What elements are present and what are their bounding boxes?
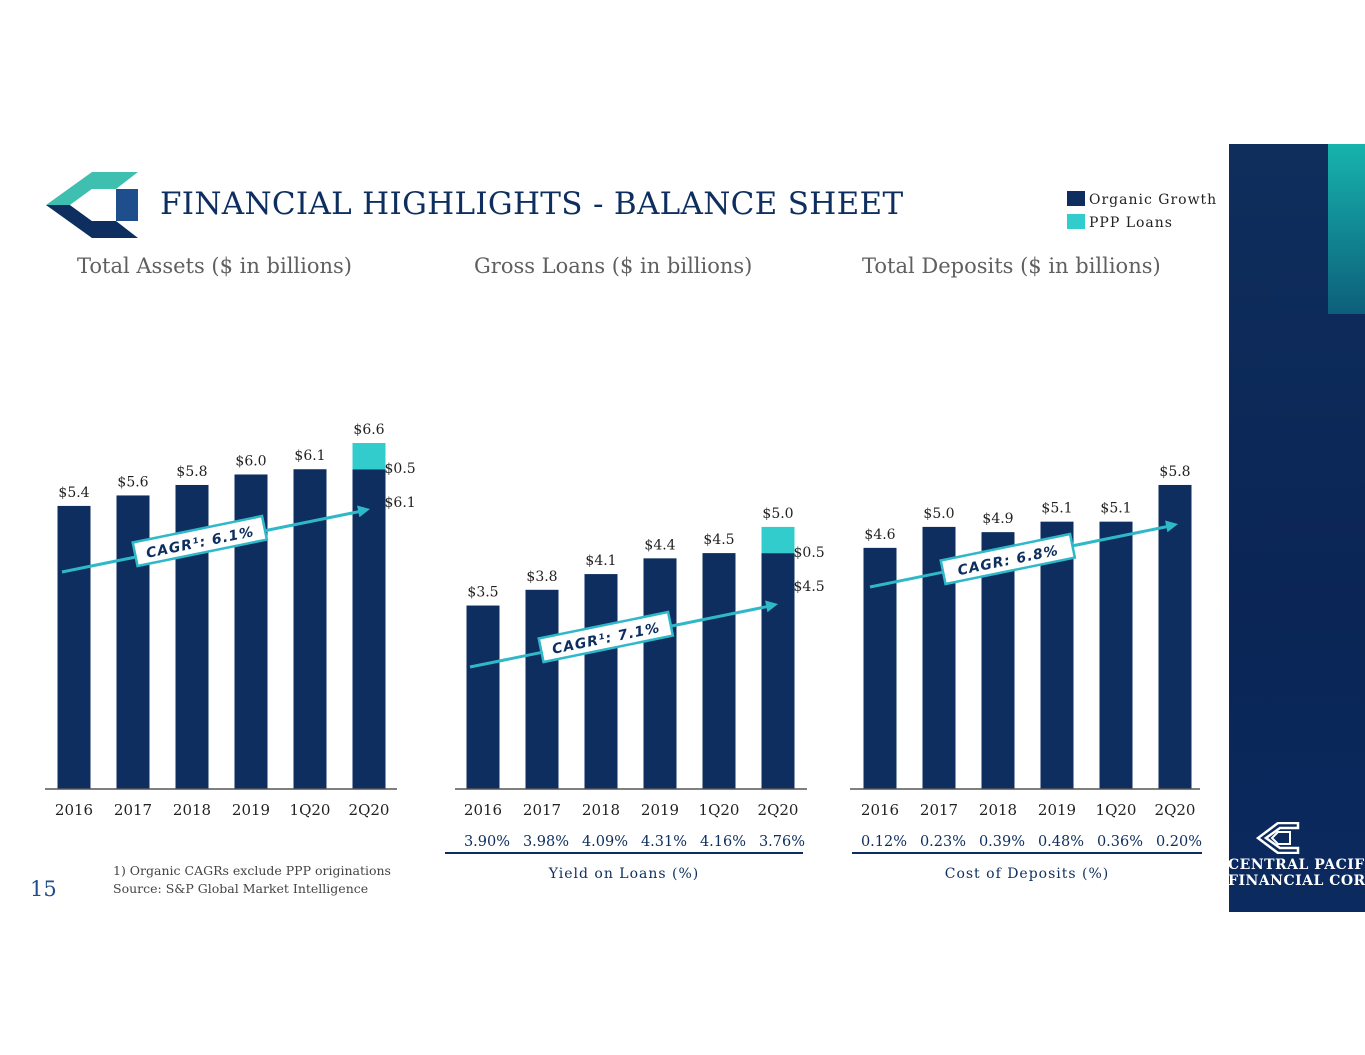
deposits-ratio-value-2Q20: 0.20% xyxy=(1156,834,1202,850)
deposits-bar-organic-2016 xyxy=(863,547,897,789)
loans-value-label-1Q20: $4.5 xyxy=(703,532,734,548)
deposits-ratio-value-2019: 0.48% xyxy=(1038,834,1084,850)
loans-bar-organic-2Q20 xyxy=(761,553,795,789)
deposits-tick-label-2019: 2019 xyxy=(1038,801,1076,819)
assets-tick-label-2018: 2018 xyxy=(173,801,211,819)
loans-bar-organic-2018 xyxy=(584,574,618,789)
deposits-value-label-2017: $5.0 xyxy=(923,506,954,522)
assets-tick-label-2Q20: 2Q20 xyxy=(349,801,390,819)
assets-bar-organic-2016 xyxy=(57,505,91,789)
assets-tick-label-2019: 2019 xyxy=(232,801,270,819)
deposits-tick-label-1Q20: 1Q20 xyxy=(1096,801,1137,819)
company-logo-icon xyxy=(46,172,138,238)
loans-tick-label-2018: 2018 xyxy=(582,801,620,819)
brand-logo-icon xyxy=(1256,822,1300,854)
assets-tick-label-2017: 2017 xyxy=(114,801,152,819)
loans-tick-label-2017: 2017 xyxy=(523,801,561,819)
deposits-value-label-2016: $4.6 xyxy=(864,527,895,543)
loans-bar-organic-2019 xyxy=(643,558,677,789)
legend-swatch-organic xyxy=(1067,191,1085,206)
assets-bar-organic-2Q20 xyxy=(352,469,386,789)
loans-bar-organic-2017 xyxy=(525,589,559,789)
loans-tick-label-1Q20: 1Q20 xyxy=(699,801,740,819)
assets-tick-label-2016: 2016 xyxy=(55,801,93,819)
assets-value-label-1Q20: $6.1 xyxy=(294,448,325,464)
assets-bar-organic-1Q20 xyxy=(293,469,327,789)
assets-segment-label-ppp: $0.5 xyxy=(385,461,416,477)
legend-item-organic: Organic Growth xyxy=(1067,191,1217,208)
assets-segment-label-organic: $6.1 xyxy=(385,495,416,511)
loans-ratio-value-1Q20: 4.16% xyxy=(700,834,746,850)
page-number: 15 xyxy=(30,877,57,901)
brand-name-line1: CENTRAL PACIFIC xyxy=(1228,857,1365,873)
deposits-cagr-badge-box xyxy=(939,532,1077,586)
side-decor-accent xyxy=(1328,144,1365,314)
brand-name-line2: FINANCIAL CORP xyxy=(1228,873,1365,889)
loans-ratio-value-2018: 4.09% xyxy=(582,834,628,850)
assets-cagr-arrow-head-icon xyxy=(357,505,370,518)
loans-value-label-2016: $3.5 xyxy=(467,585,498,601)
loans-ratio-value-2019: 4.31% xyxy=(641,834,687,850)
deposits-ratio-value-2016: 0.12% xyxy=(861,834,907,850)
deposits-value-label-2018: $4.9 xyxy=(982,511,1013,527)
legend-label-ppp: PPP Loans xyxy=(1089,215,1173,231)
deposits-bar-organic-1Q20 xyxy=(1099,521,1133,789)
loans-segment-label-organic: $4.5 xyxy=(794,579,825,595)
loans-segment-label-ppp: $0.5 xyxy=(794,545,825,561)
loans-ratio-value-2016: 3.90% xyxy=(464,834,510,850)
loans-tick-label-2016: 2016 xyxy=(464,801,502,819)
loans-tick-label-2019: 2019 xyxy=(641,801,679,819)
deposits-ratio-value-2018: 0.39% xyxy=(979,834,1025,850)
footnote-cagr: 1) Organic CAGRs exclude PPP origination… xyxy=(113,863,391,878)
deposits-cagr-arrow-head-icon xyxy=(1165,520,1178,533)
loans-ratio-value-2017: 3.98% xyxy=(523,834,569,850)
assets-bar-ppp-2Q20 xyxy=(352,443,386,470)
deposits-value-label-1Q20: $5.1 xyxy=(1100,501,1131,517)
deposits-ratio-value-1Q20: 0.36% xyxy=(1097,834,1143,850)
cost-of-deposits-label: Cost of Deposits (%) xyxy=(944,866,1110,882)
legend-label-organic: Organic Growth xyxy=(1089,192,1218,208)
deposits-tick-label-2016: 2016 xyxy=(861,801,899,819)
loans-bar-organic-1Q20 xyxy=(702,553,736,789)
deposits-tick-label-2Q20: 2Q20 xyxy=(1155,801,1196,819)
loans-value-label-2019: $4.4 xyxy=(644,537,675,553)
assets-value-label-2Q20: $6.6 xyxy=(353,422,384,438)
loans-chart-title: Gross Loans ($ in billions) xyxy=(474,254,753,278)
assets-cagr-badge-box xyxy=(131,514,269,568)
deposits-tick-label-2018: 2018 xyxy=(979,801,1017,819)
footnote-source: Source: S&P Global Market Intelligence xyxy=(113,881,369,896)
deposits-ratio-value-2017: 0.23% xyxy=(920,834,966,850)
deposits-tick-label-2017: 2017 xyxy=(920,801,958,819)
loans-bar-ppp-2Q20 xyxy=(761,526,795,554)
assets-value-label-2018: $5.8 xyxy=(176,464,207,480)
loans-value-label-2Q20: $5.0 xyxy=(762,506,793,522)
loans-value-label-2017: $3.8 xyxy=(526,569,557,585)
legend-swatch-ppp xyxy=(1067,214,1085,229)
deposits-value-label-2019: $5.1 xyxy=(1041,501,1072,517)
loans-value-label-2018: $4.1 xyxy=(585,553,616,569)
assets-chart-title: Total Assets ($ in billions) xyxy=(77,254,352,278)
deposits-value-label-2Q20: $5.8 xyxy=(1159,464,1190,480)
loans-ratio-value-2Q20: 3.76% xyxy=(759,834,805,850)
assets-tick-label-1Q20: 1Q20 xyxy=(290,801,331,819)
loans-cagr-arrow-head-icon xyxy=(765,600,778,613)
loans-tick-label-2Q20: 2Q20 xyxy=(758,801,799,819)
deposits-bar-organic-2Q20 xyxy=(1158,484,1192,789)
page-title: FINANCIAL HIGHLIGHTS - BALANCE SHEET xyxy=(160,186,904,222)
deposits-chart-title: Total Deposits ($ in billions) xyxy=(862,254,1161,278)
deposits-bar-organic-2019 xyxy=(1040,521,1074,789)
yield-on-loans-label: Yield on Loans (%) xyxy=(548,866,700,882)
assets-value-label-2016: $5.4 xyxy=(58,485,89,501)
loans-bar-organic-2016 xyxy=(466,605,500,789)
assets-value-label-2017: $5.6 xyxy=(117,474,148,490)
loans-cagr-badge-box xyxy=(537,610,675,664)
legend-item-ppp: PPP Loans xyxy=(1067,214,1173,231)
assets-value-label-2019: $6.0 xyxy=(235,453,266,469)
